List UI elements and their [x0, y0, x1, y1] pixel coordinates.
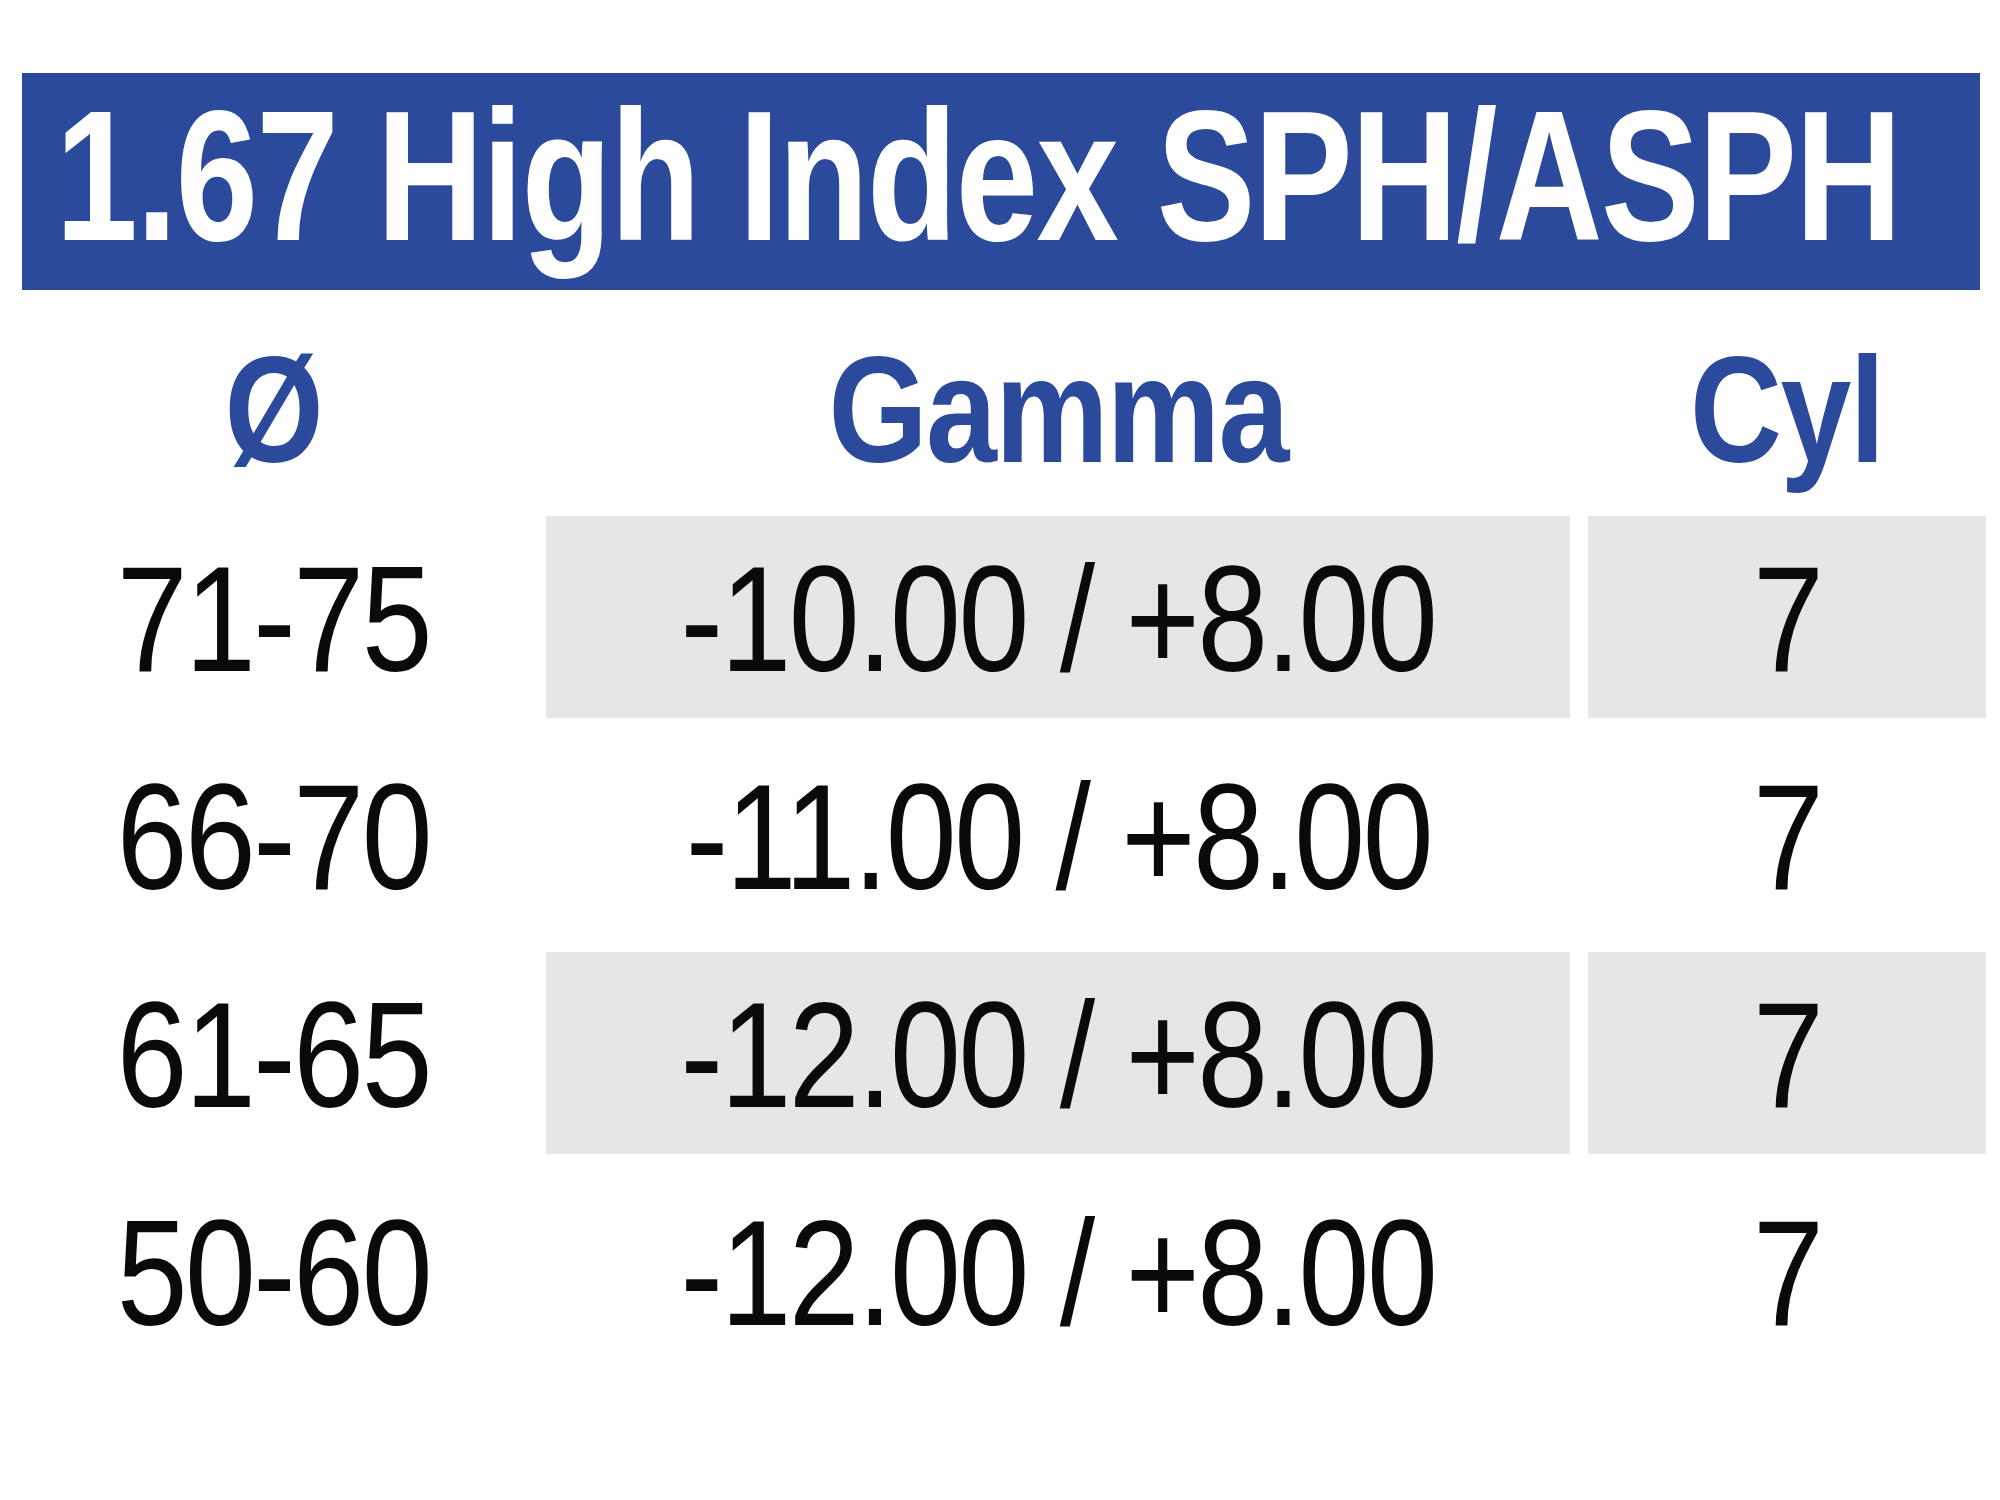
gamma-cell: -12.00 / +8.00 [546, 946, 1570, 1164]
cyl-value: 7 [1753, 544, 1821, 694]
diameter-column-header: Ø [224, 335, 321, 485]
table-header-row: Ø Gamma Cyl [0, 310, 2000, 510]
cyl-cell: 7 [1588, 946, 1986, 1164]
diameter-cell: 71-75 [0, 510, 546, 728]
gamma-cell: -11.00 / +8.00 [546, 728, 1570, 946]
gamma-cell: -12.00 / +8.00 [546, 1164, 1570, 1382]
page-title: 1.67 High Index SPH/ASPH [22, 84, 1901, 279]
right-pad [1986, 310, 2000, 510]
table-row: 61-65 -12.00 / +8.00 7 [0, 946, 2000, 1164]
table-row: 66-70 -11.00 / +8.00 7 [0, 728, 2000, 946]
right-pad [1986, 946, 2000, 1164]
diameter-value: 50-60 [116, 1198, 429, 1348]
cyl-cell: 7 [1588, 510, 1986, 728]
column-gap [1570, 510, 1588, 728]
column-gap [1570, 310, 1588, 510]
gamma-value: -12.00 / +8.00 [681, 1198, 1436, 1348]
cyl-cell: 7 [1588, 728, 1986, 946]
lens-spec-table: Ø Gamma Cyl 71-75 -10.00 / +8.00 7 [0, 310, 2000, 1382]
title-banner: 1.67 High Index SPH/ASPH [22, 73, 1980, 290]
cyl-value: 7 [1753, 762, 1821, 912]
diameter-cell: 66-70 [0, 728, 546, 946]
spec-sheet-page: 1.67 High Index SPH/ASPH Ø Gamma Cyl 71-… [0, 0, 2000, 1500]
gamma-value: -12.00 / +8.00 [681, 980, 1436, 1130]
gamma-value: -10.00 / +8.00 [681, 544, 1436, 694]
table-row: 71-75 -10.00 / +8.00 7 [0, 510, 2000, 728]
header-cell-gamma: Gamma [546, 310, 1570, 510]
column-gap [1570, 946, 1588, 1164]
cyl-value: 7 [1753, 980, 1821, 1130]
cyl-column-header: Cyl [1690, 335, 1883, 485]
column-gap [1570, 1164, 1588, 1382]
diameter-value: 66-70 [116, 762, 429, 912]
header-cell-cyl: Cyl [1588, 310, 1986, 510]
right-pad [1986, 728, 2000, 946]
gamma-cell: -10.00 / +8.00 [546, 510, 1570, 728]
cyl-value: 7 [1753, 1198, 1821, 1348]
table-row: 50-60 -12.00 / +8.00 7 [0, 1164, 2000, 1382]
gamma-column-header: Gamma [828, 335, 1287, 485]
right-pad [1986, 510, 2000, 728]
right-pad [1986, 1164, 2000, 1382]
diameter-cell: 50-60 [0, 1164, 546, 1382]
diameter-cell: 61-65 [0, 946, 546, 1164]
diameter-value: 71-75 [116, 544, 429, 694]
column-gap [1570, 728, 1588, 946]
gamma-value: -11.00 / +8.00 [685, 762, 1430, 912]
diameter-value: 61-65 [116, 980, 429, 1130]
cyl-cell: 7 [1588, 1164, 1986, 1382]
header-cell-diameter: Ø [0, 310, 546, 510]
